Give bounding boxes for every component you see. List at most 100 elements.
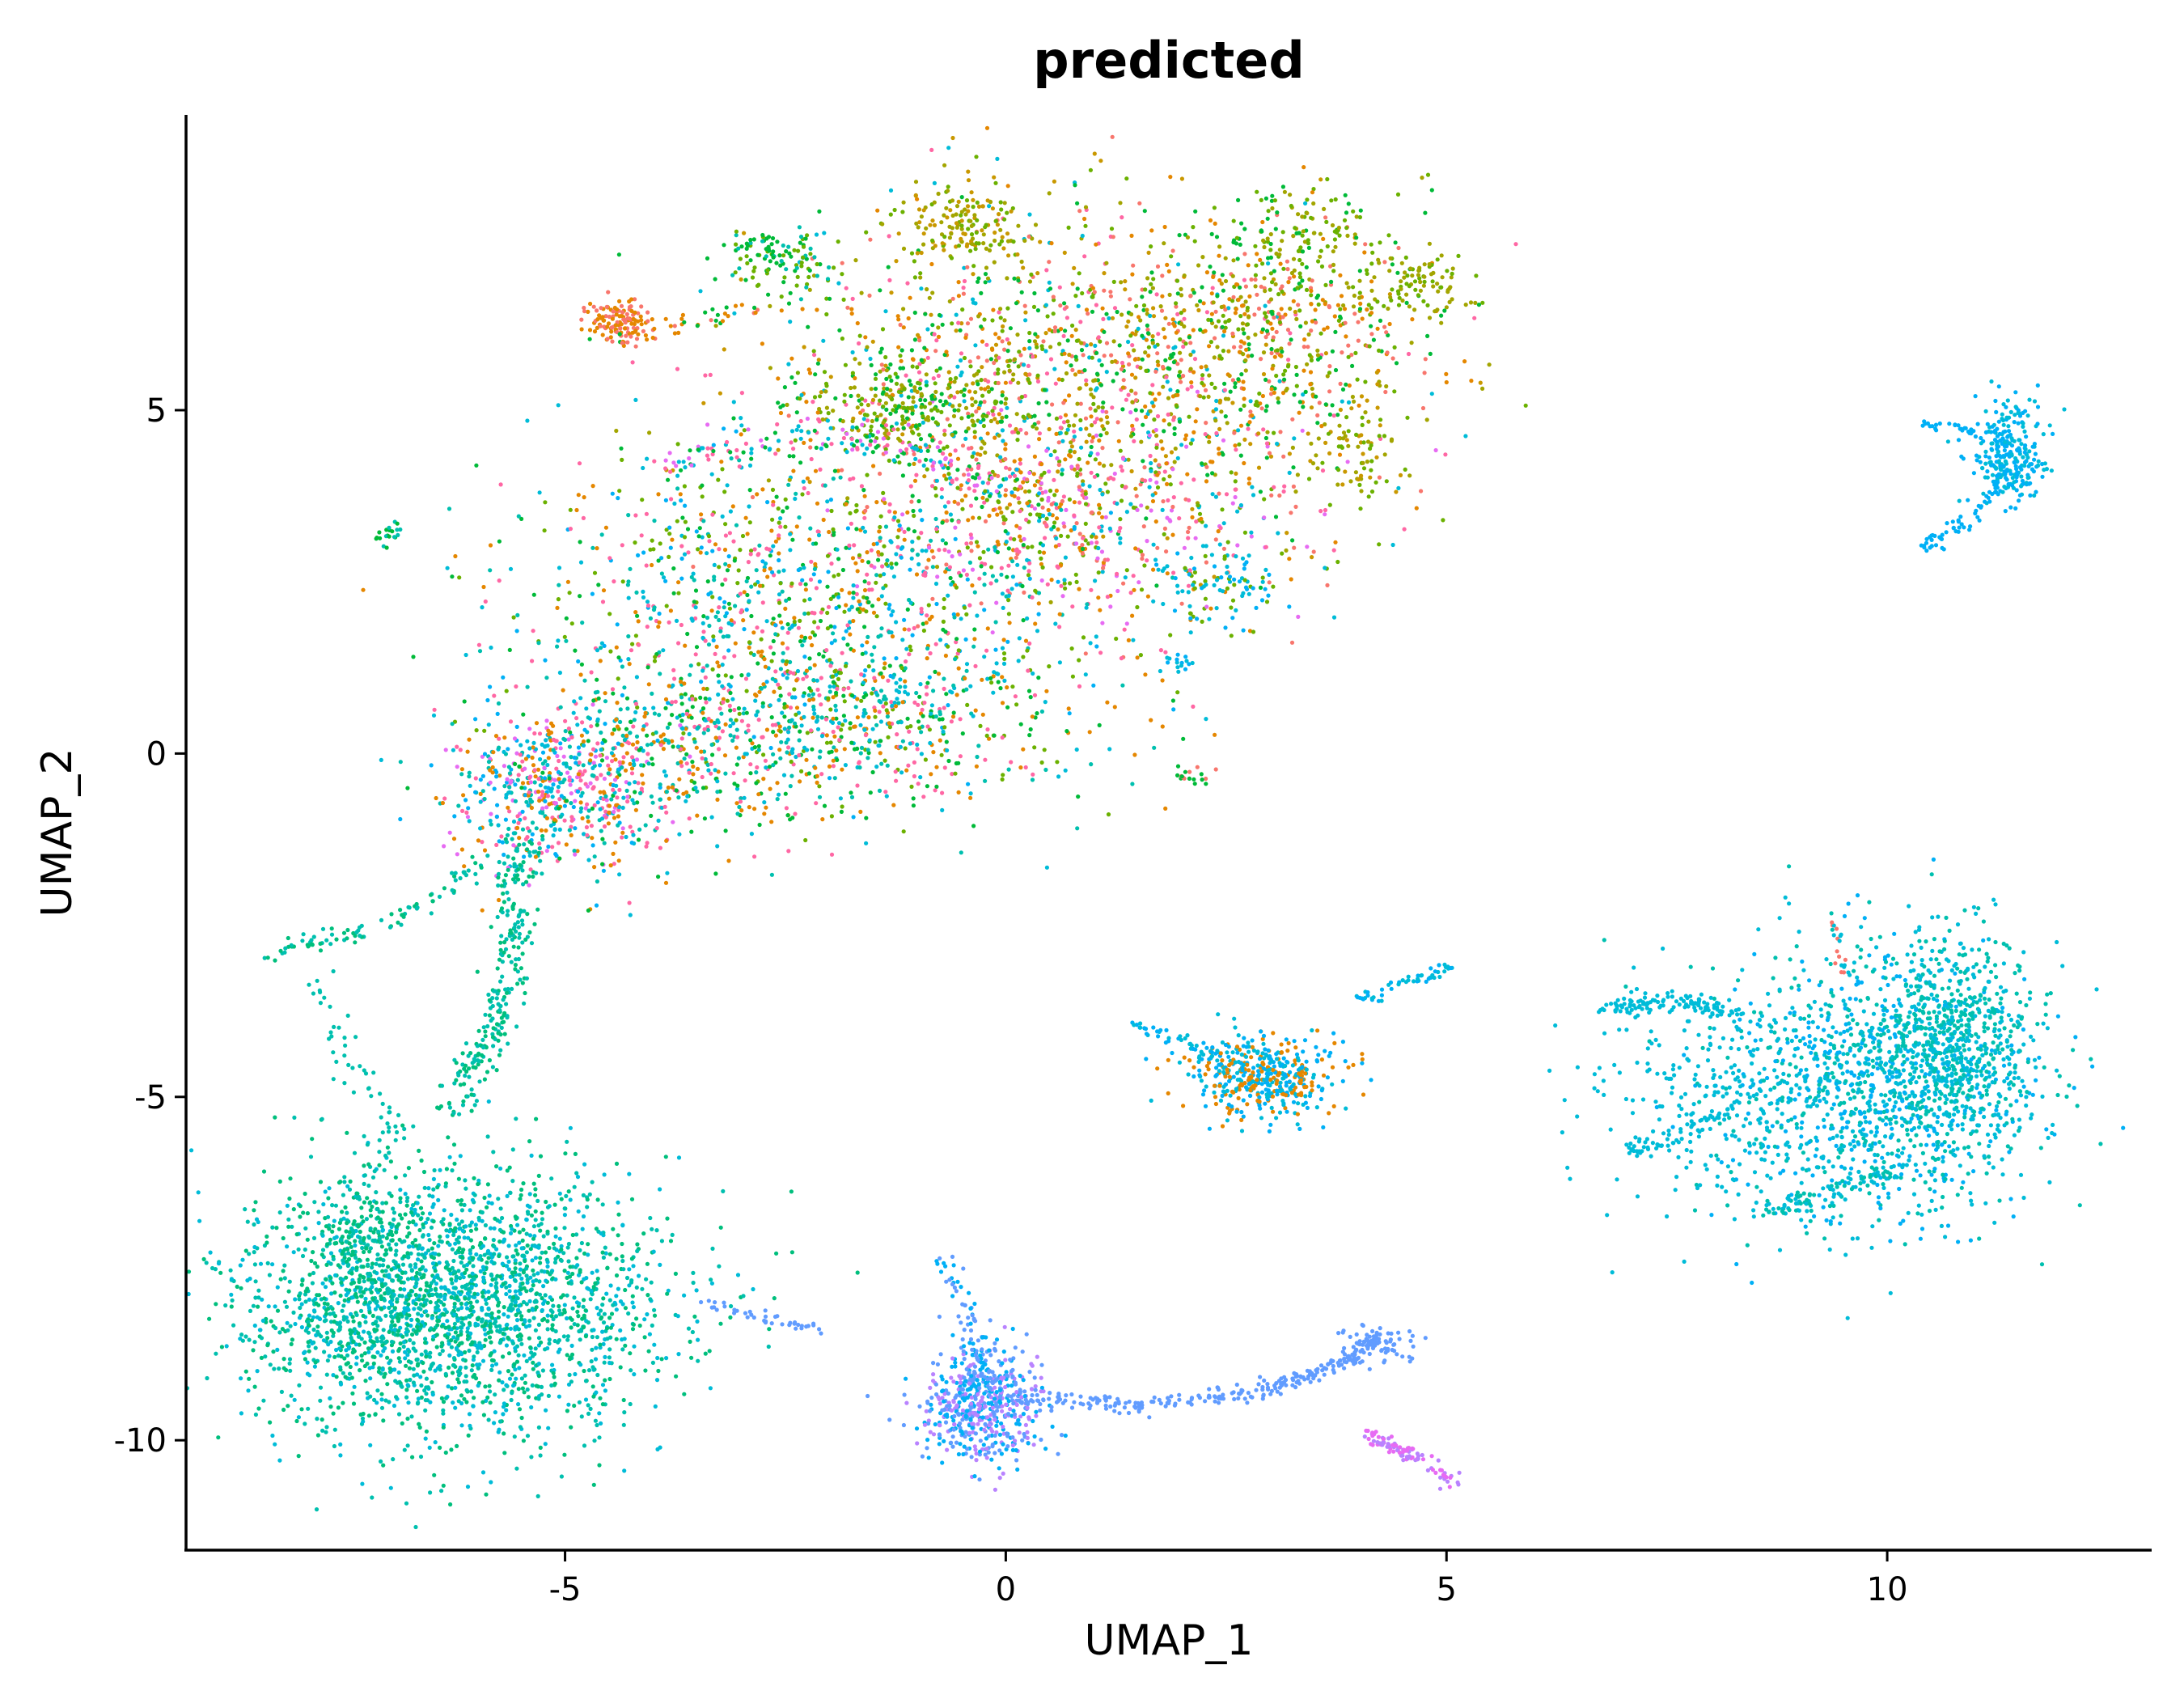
data-point <box>447 506 452 511</box>
data-point <box>1064 430 1069 435</box>
data-point <box>975 754 980 760</box>
data-point <box>728 690 733 696</box>
data-point <box>1162 566 1166 571</box>
data-point <box>700 786 706 790</box>
data-point <box>1352 399 1357 404</box>
data-point <box>1182 316 1187 321</box>
data-point <box>1204 717 1208 722</box>
data-point <box>710 512 715 517</box>
data-point <box>1142 209 1147 214</box>
data-point <box>519 786 524 790</box>
data-point <box>1061 400 1066 405</box>
data-point <box>782 705 787 710</box>
data-point <box>450 722 455 727</box>
data-point <box>1272 485 1276 489</box>
data-point <box>629 719 633 725</box>
data-point <box>1103 481 1108 486</box>
data-point <box>768 553 772 558</box>
data-point <box>580 816 585 821</box>
data-point <box>1384 330 1389 335</box>
data-point <box>933 581 939 587</box>
data-point <box>596 696 601 701</box>
data-point <box>806 430 811 435</box>
data-point <box>599 828 603 833</box>
data-point <box>1291 256 1297 261</box>
data-point <box>832 734 837 739</box>
data-point <box>639 533 644 538</box>
data-point <box>805 476 811 481</box>
data-point <box>1090 355 1094 360</box>
data-point <box>609 751 615 756</box>
data-point <box>1287 276 1292 281</box>
data-point <box>972 627 977 632</box>
data-point <box>829 442 834 447</box>
data-point <box>862 587 868 593</box>
data-point <box>843 763 848 768</box>
data-point <box>600 600 606 604</box>
data-point <box>907 729 912 734</box>
data-point <box>1135 655 1140 660</box>
data-point <box>907 627 912 632</box>
data-point <box>550 845 555 850</box>
data-point <box>791 468 796 473</box>
data-point <box>802 745 807 750</box>
data-point <box>965 702 970 708</box>
data-point <box>1200 544 1205 549</box>
data-point <box>854 527 859 532</box>
data-point <box>802 714 806 719</box>
data-point <box>616 823 620 828</box>
data-point <box>934 478 939 483</box>
data-point <box>553 801 559 806</box>
data-point <box>707 697 712 701</box>
data-point <box>729 618 734 623</box>
data-point <box>781 509 785 514</box>
data-point <box>771 651 777 656</box>
data-point <box>540 793 545 798</box>
data-point <box>1057 660 1062 665</box>
data-point <box>1092 151 1097 156</box>
data-point <box>716 769 721 774</box>
data-point <box>481 584 486 590</box>
data-point <box>624 751 629 756</box>
data-point <box>857 765 862 770</box>
data-point <box>962 355 967 361</box>
data-point <box>917 694 922 699</box>
data-point <box>826 604 832 609</box>
data-point <box>749 832 755 837</box>
data-point <box>990 347 995 352</box>
data-point <box>1294 316 1299 321</box>
data-point <box>1025 557 1030 562</box>
data-point <box>590 836 595 841</box>
data-point <box>728 708 733 713</box>
data-point <box>1111 339 1116 344</box>
data-point <box>1232 345 1237 350</box>
data-point <box>903 746 908 751</box>
data-point <box>1094 417 1099 422</box>
data-point <box>879 761 884 766</box>
data-point <box>675 744 681 749</box>
data-point <box>600 837 605 841</box>
data-point <box>681 747 686 752</box>
data-point <box>696 534 701 539</box>
data-point <box>552 827 557 832</box>
data-point <box>747 520 752 525</box>
data-point <box>1015 333 1020 337</box>
data-point <box>1130 613 1135 618</box>
data-point <box>1318 177 1323 182</box>
data-point <box>459 847 465 852</box>
data-point <box>586 908 591 913</box>
data-point <box>760 649 764 654</box>
data-point <box>825 553 831 558</box>
data-point <box>965 321 971 326</box>
data-point <box>1149 718 1153 722</box>
data-point <box>1052 325 1058 330</box>
data-point <box>659 571 665 576</box>
data-point <box>629 771 635 776</box>
data-point <box>1151 599 1156 604</box>
data-point <box>907 462 912 467</box>
data-point <box>836 676 841 682</box>
data-point <box>1052 179 1056 184</box>
data-point <box>571 710 576 715</box>
data-point <box>512 736 518 741</box>
data-point <box>688 672 692 677</box>
